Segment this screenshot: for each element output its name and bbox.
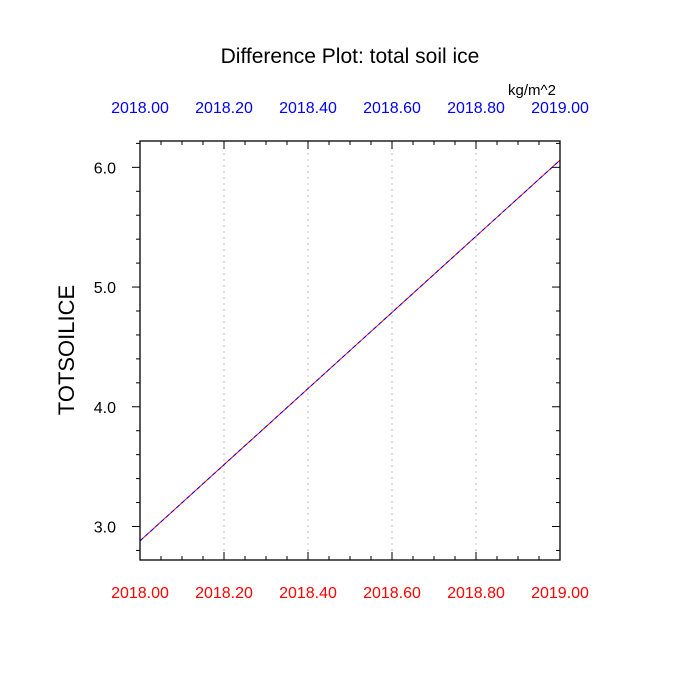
- plot-frame: [139, 140, 561, 561]
- x-tick-label-top: 2018.80: [447, 100, 505, 117]
- y-tick-label: 5.0: [94, 280, 116, 297]
- x-tick-label-top: 2018.00: [111, 100, 169, 117]
- y-tick-label: 6.0: [94, 160, 116, 177]
- x-tick-label-bottom: 2018.80: [447, 585, 505, 602]
- y-axis-label: TOTSOILICE: [54, 285, 79, 415]
- y-tick-label: 4.0: [94, 400, 116, 417]
- y-tick-label: 3.0: [94, 519, 116, 536]
- series-lines: [139, 159, 561, 542]
- axis-ticks: [132, 141, 561, 560]
- x-tick-label-top: 2018.60: [363, 100, 421, 117]
- chart-title: Difference Plot: total soil ice: [221, 45, 480, 68]
- x-tick-label-bottom: 2018.20: [195, 585, 253, 602]
- tick-labels: 2018.00 2018.00 2018.20 2018.20 2018.40 2018.…: [94, 100, 589, 602]
- x-tick-label-top: 2018.20: [195, 100, 253, 117]
- x-tick-label-bottom: 2018.00: [111, 585, 169, 602]
- grid-lines: [223, 141, 477, 560]
- units-label: kg/m^2: [508, 82, 556, 99]
- x-tick-label-top: 2018.40: [279, 100, 337, 117]
- x-tick-label-bottom: 2018.40: [279, 585, 337, 602]
- series-line-2: [139, 159, 561, 542]
- x-tick-label-bottom: 2018.60: [363, 585, 421, 602]
- x-tick-label-top: 2019.00: [531, 100, 589, 117]
- x-tick-label-bottom: 2019.00: [531, 585, 589, 602]
